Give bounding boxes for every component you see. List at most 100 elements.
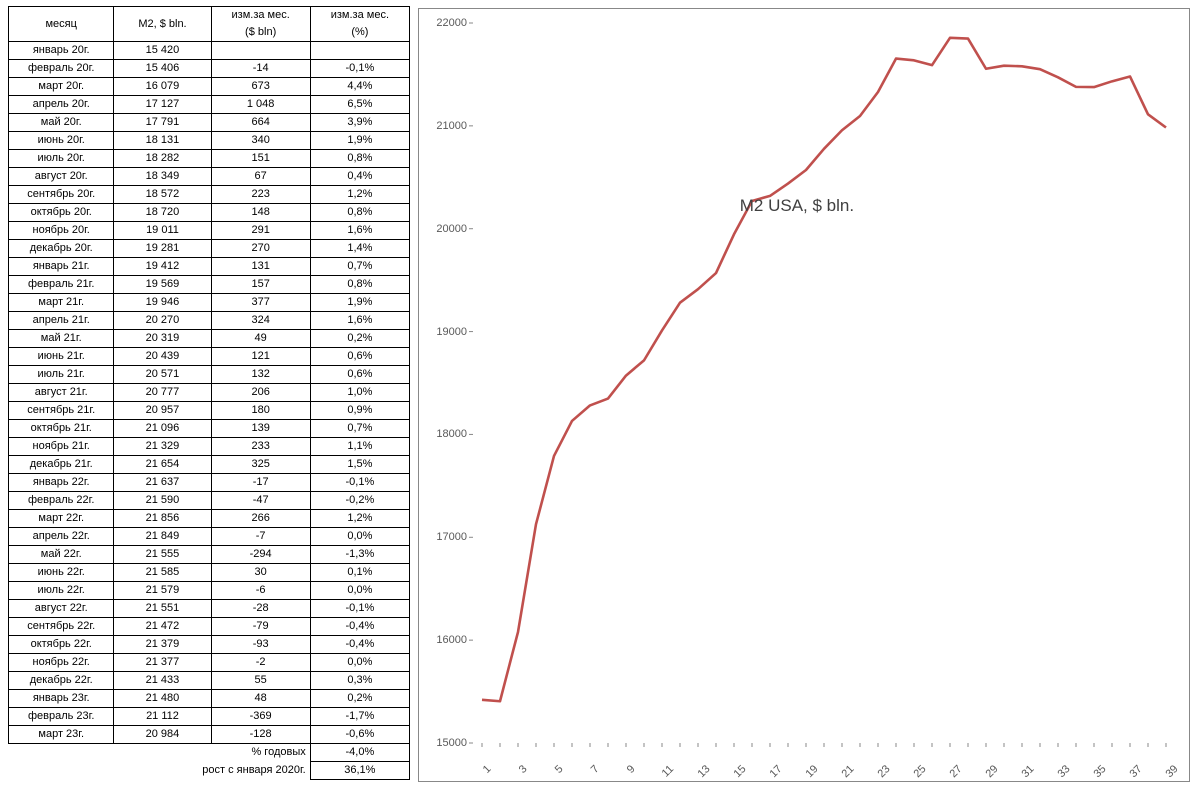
cell-dpct: 0,2% — [310, 690, 409, 708]
cell-m2: 19 011 — [114, 222, 211, 240]
table-row: май 21г.20 319490,2% — [9, 330, 410, 348]
cell-m2: 20 270 — [114, 312, 211, 330]
cell-m2: 20 984 — [114, 726, 211, 744]
cell-dpct: 1,9% — [310, 294, 409, 312]
cell-m2: 18 720 — [114, 204, 211, 222]
cell-month: август 20г. — [9, 168, 114, 186]
chart-title: M2 USA, $ bln. — [740, 196, 854, 216]
y-tick-label: 19000 — [419, 326, 467, 338]
table-row: август 22г.21 551-28-0,1% — [9, 600, 410, 618]
cell-month: май 22г. — [9, 546, 114, 564]
cell-dpct: 1,5% — [310, 456, 409, 474]
y-tick-label: 18000 — [419, 428, 467, 440]
cell-dabs: 48 — [211, 690, 310, 708]
cell-dpct: 1,6% — [310, 312, 409, 330]
cell-m2: 21 096 — [114, 420, 211, 438]
y-tick-label: 22000 — [419, 17, 467, 29]
cell-dpct: -0,1% — [310, 600, 409, 618]
cell-dpct: 1,9% — [310, 132, 409, 150]
cell-dpct: -0,1% — [310, 474, 409, 492]
th-dpct-top: изм.за мес. — [310, 7, 409, 25]
cell-m2: 21 329 — [114, 438, 211, 456]
cell-month: январь 20г. — [9, 42, 114, 60]
cell-dabs: 223 — [211, 186, 310, 204]
cell-dpct: 0,8% — [310, 276, 409, 294]
cell-month: март 22г. — [9, 510, 114, 528]
cell-dabs: 291 — [211, 222, 310, 240]
footer-label: рост с января 2020г. — [9, 762, 311, 780]
cell-m2: 19 412 — [114, 258, 211, 276]
cell-dabs: -14 — [211, 60, 310, 78]
table-row: март 21г.19 9463771,9% — [9, 294, 410, 312]
x-tick-label: 33 — [1055, 763, 1072, 780]
cell-month: апрель 20г. — [9, 96, 114, 114]
table-row: ноябрь 20г.19 0112911,6% — [9, 222, 410, 240]
cell-dabs: -369 — [211, 708, 310, 726]
table-row: февраль 20г.15 406-14-0,1% — [9, 60, 410, 78]
cell-dabs: 340 — [211, 132, 310, 150]
th-dabs-bot: ($ bln) — [211, 24, 310, 42]
cell-m2: 21 585 — [114, 564, 211, 582]
x-tick-label: 29 — [983, 763, 1000, 780]
plot-area — [473, 23, 1175, 743]
table-row: март 22г.21 8562661,2% — [9, 510, 410, 528]
cell-m2: 17 791 — [114, 114, 211, 132]
cell-month: январь 21г. — [9, 258, 114, 276]
cell-dpct: -0,6% — [310, 726, 409, 744]
table-row: июль 22г.21 579-60,0% — [9, 582, 410, 600]
cell-dabs: 131 — [211, 258, 310, 276]
cell-month: июль 22г. — [9, 582, 114, 600]
cell-dpct: 0,6% — [310, 348, 409, 366]
cell-m2: 18 282 — [114, 150, 211, 168]
cell-dabs: -6 — [211, 582, 310, 600]
th-m2: M2, $ bln. — [114, 7, 211, 42]
cell-dpct: 0,2% — [310, 330, 409, 348]
x-tick-label: 19 — [803, 763, 820, 780]
cell-dabs: 157 — [211, 276, 310, 294]
table-row: март 20г.16 0796734,4% — [9, 78, 410, 96]
table-row: май 22г.21 555-294-1,3% — [9, 546, 410, 564]
cell-dpct: 0,1% — [310, 564, 409, 582]
cell-dpct: 0,6% — [310, 366, 409, 384]
x-tick-label: 7 — [589, 763, 602, 776]
x-tick-label: 31 — [1019, 763, 1036, 780]
cell-month: июнь 21г. — [9, 348, 114, 366]
cell-m2: 21 433 — [114, 672, 211, 690]
y-tick-label: 15000 — [419, 737, 467, 749]
cell-m2: 19 281 — [114, 240, 211, 258]
cell-month: июль 20г. — [9, 150, 114, 168]
cell-dpct: -1,7% — [310, 708, 409, 726]
cell-dpct: 1,6% — [310, 222, 409, 240]
cell-m2: 20 777 — [114, 384, 211, 402]
table-row: январь 20г.15 420 — [9, 42, 410, 60]
cell-dabs: -17 — [211, 474, 310, 492]
cell-month: апрель 21г. — [9, 312, 114, 330]
table-row: июнь 22г.21 585300,1% — [9, 564, 410, 582]
table-row: октябрь 22г.21 379-93-0,4% — [9, 636, 410, 654]
cell-m2: 17 127 — [114, 96, 211, 114]
th-month: месяц — [9, 7, 114, 42]
cell-m2: 21 377 — [114, 654, 211, 672]
cell-m2: 20 957 — [114, 402, 211, 420]
m2-table: месяц M2, $ bln. изм.за мес. изм.за мес.… — [8, 6, 410, 780]
cell-month: август 22г. — [9, 600, 114, 618]
cell-m2: 21 849 — [114, 528, 211, 546]
cell-month: ноябрь 22г. — [9, 654, 114, 672]
cell-m2: 18 131 — [114, 132, 211, 150]
cell-month: май 21г. — [9, 330, 114, 348]
table-row: февраль 23г.21 112-369-1,7% — [9, 708, 410, 726]
cell-m2: 21 637 — [114, 474, 211, 492]
table-row: октябрь 21г.21 0961390,7% — [9, 420, 410, 438]
series-line — [482, 38, 1166, 701]
table-row: апрель 20г.17 1271 0486,5% — [9, 96, 410, 114]
cell-dpct: 3,9% — [310, 114, 409, 132]
cell-dabs: 55 — [211, 672, 310, 690]
x-tick-label: 17 — [767, 763, 784, 780]
cell-dabs: 266 — [211, 510, 310, 528]
cell-dpct: 0,7% — [310, 420, 409, 438]
cell-dabs: -28 — [211, 600, 310, 618]
table-row: июль 20г.18 2821510,8% — [9, 150, 410, 168]
cell-dabs: 30 — [211, 564, 310, 582]
cell-m2: 16 079 — [114, 78, 211, 96]
cell-dpct: -0,2% — [310, 492, 409, 510]
